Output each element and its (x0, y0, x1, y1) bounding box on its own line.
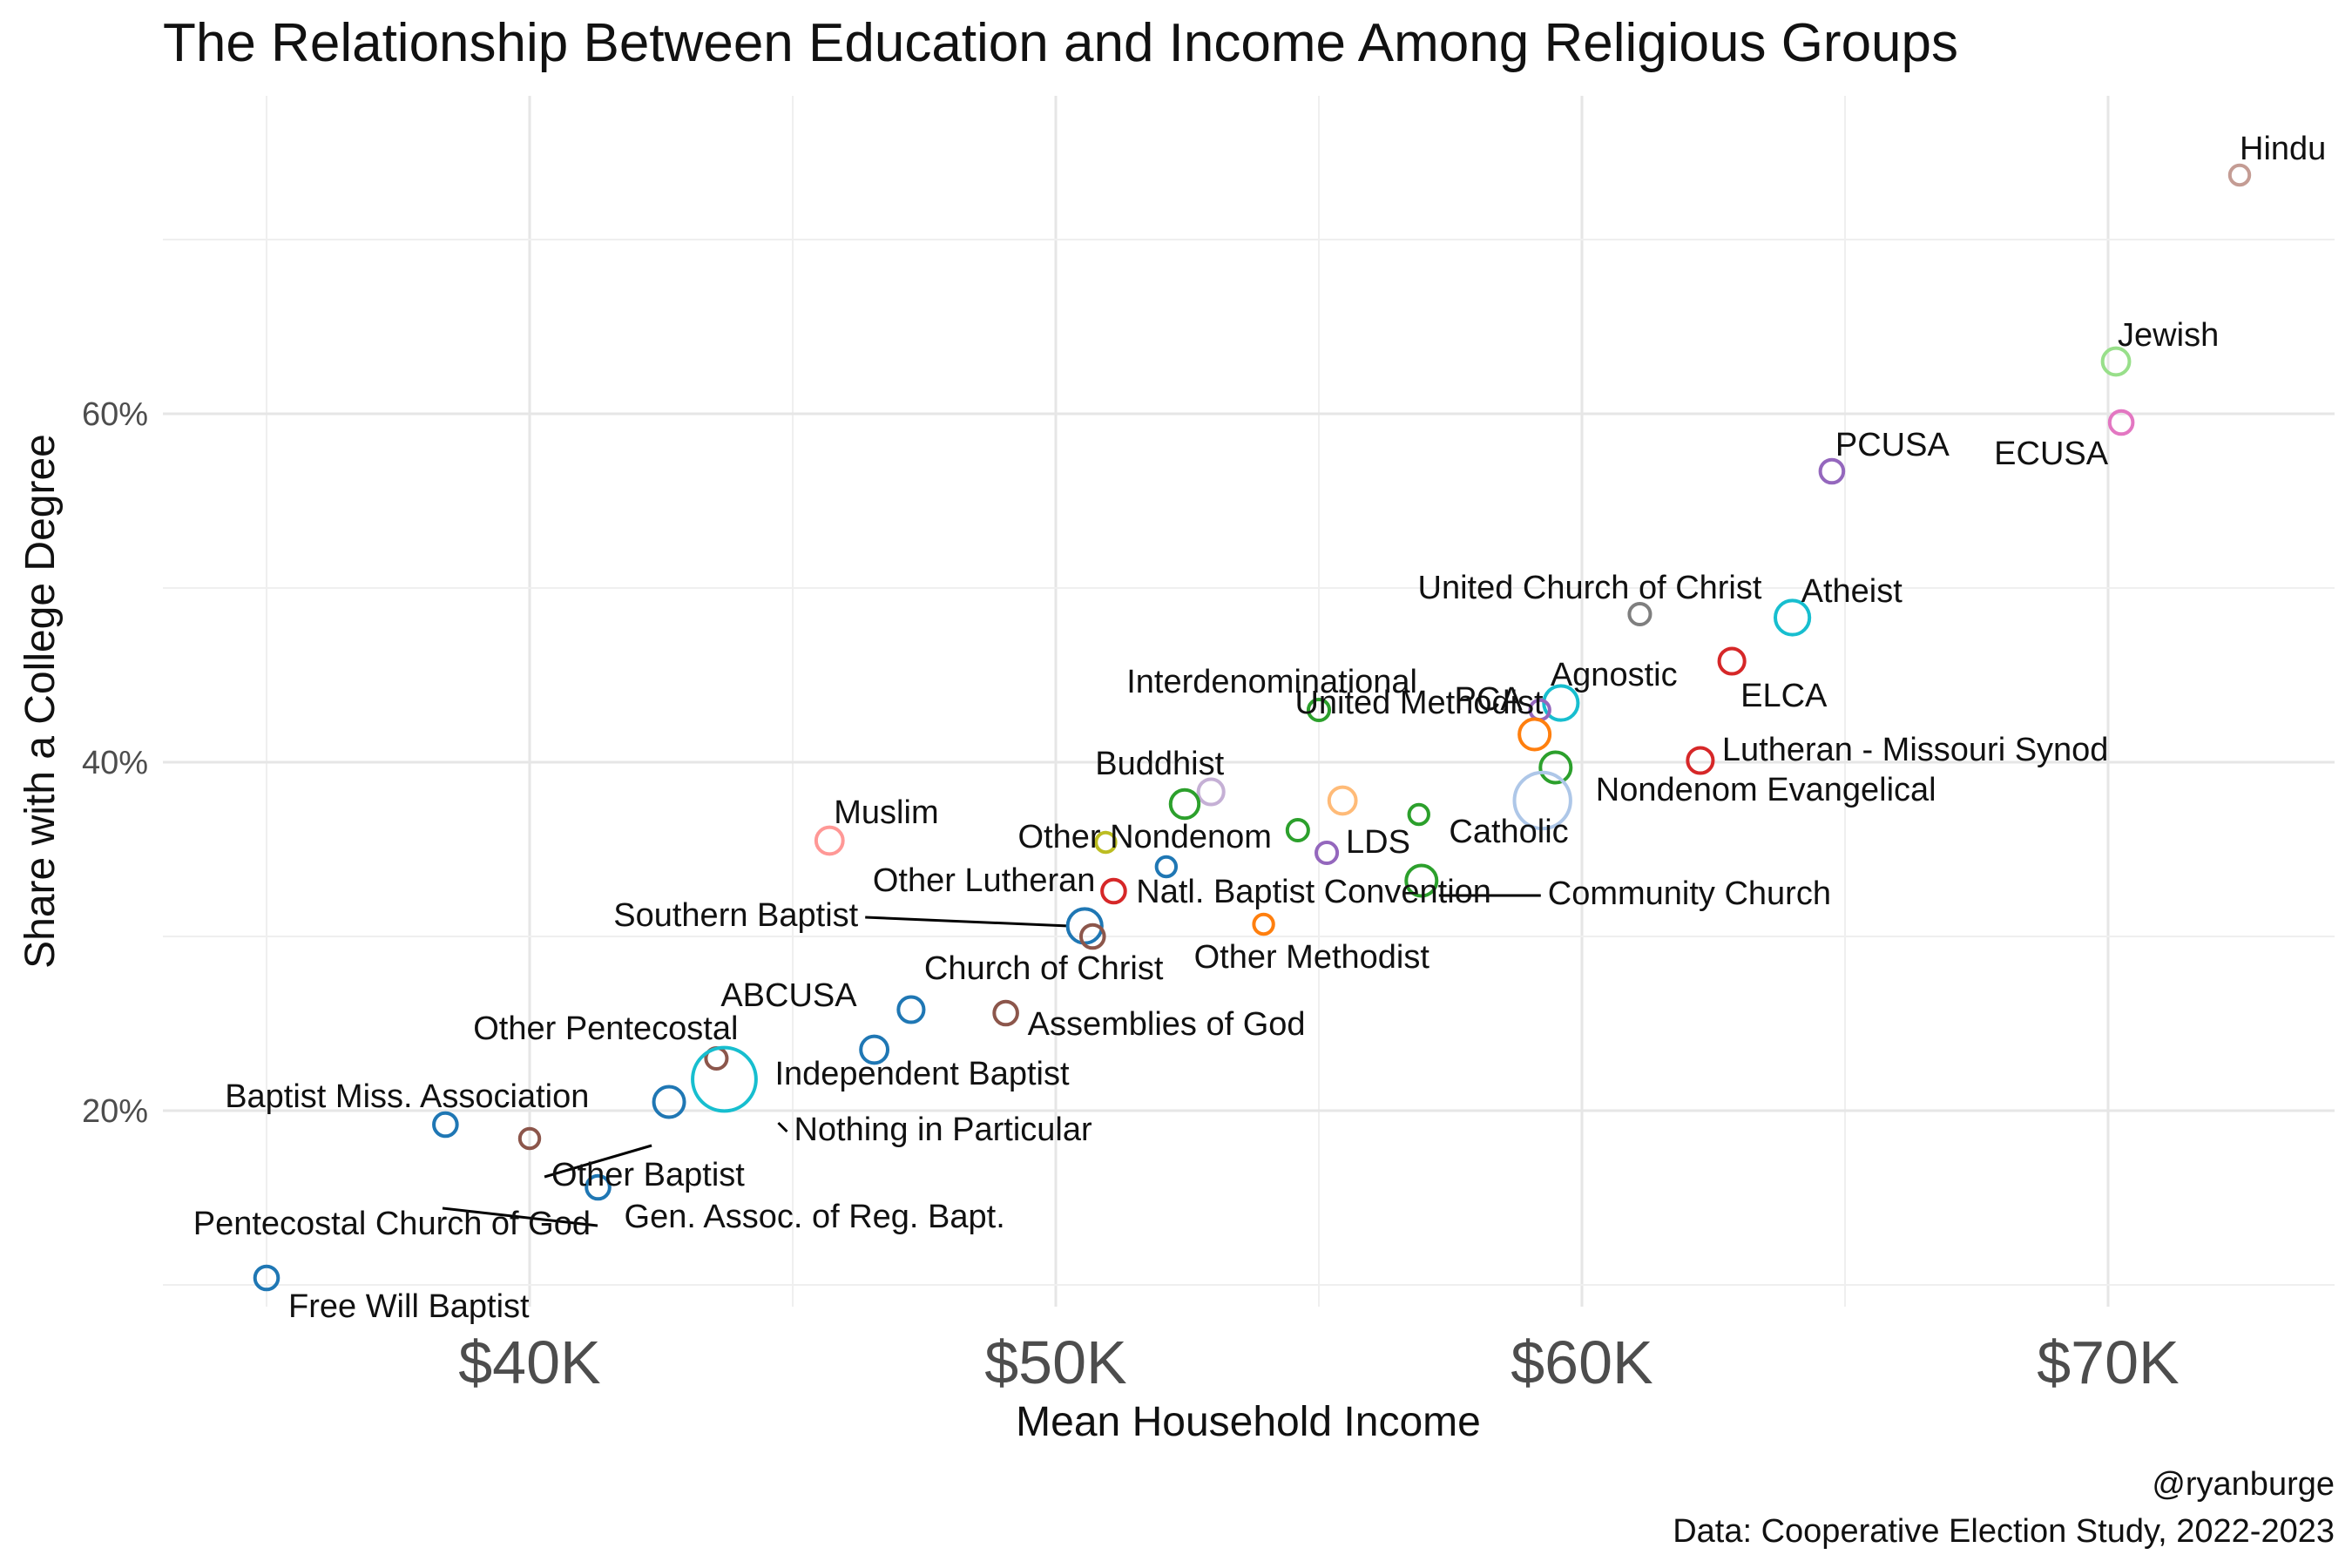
data-point (1818, 457, 1846, 485)
y-tick-label: 40% (82, 745, 148, 781)
data-point (1078, 923, 1106, 950)
x-axis-label: Mean Household Income (1016, 1399, 1481, 1445)
label-leader-line (442, 1206, 598, 1227)
point-label: Nothing in Particular (794, 1112, 1092, 1148)
point-label: United Methodist (1294, 685, 1544, 721)
data-point (1306, 697, 1332, 723)
data-point (691, 1045, 758, 1113)
point-label: Other Lutheran (873, 862, 1096, 899)
point-label: Pentecostal Church of God (193, 1206, 591, 1242)
point-label: Free Will Baptist (288, 1288, 530, 1325)
data-point (1168, 787, 1201, 821)
data-point (814, 825, 845, 856)
data-point (2100, 346, 2132, 377)
data-point (585, 1173, 612, 1201)
data-point (1717, 646, 1747, 676)
y-axis-ticks: 20% 40% 60% (82, 396, 148, 1130)
label-leader-line (544, 1144, 652, 1179)
data-point (2227, 163, 2252, 187)
data-point (1538, 750, 1573, 785)
data-point (859, 1034, 890, 1065)
y-axis-label: Share with a College Degree (17, 434, 64, 969)
data-point (1542, 684, 1580, 722)
point-label: ELCA (1740, 678, 1828, 714)
point-label: Atheist (1801, 573, 1903, 610)
y-tick-label: 60% (82, 396, 148, 433)
point-label: Assemblies of God (1028, 1006, 1306, 1043)
data-point (652, 1085, 686, 1119)
point-label: Buddhist (1095, 746, 1224, 782)
point-label: Nondenom Evangelical (1596, 772, 1936, 808)
point-label: Agnostic (1551, 657, 1678, 693)
data-point (1094, 830, 1118, 855)
point-label: Gen. Assoc. of Reg. Bapt. (625, 1199, 1005, 1235)
data-point (1196, 777, 1226, 807)
point-label: Jewish (2118, 317, 2219, 354)
data-point (517, 1126, 542, 1151)
point-label: Baptist Miss. Association (225, 1078, 589, 1115)
data-point (1517, 717, 1552, 752)
point-label: Southern Baptist (613, 897, 858, 934)
point-label: PCA (1455, 681, 1524, 718)
point-label: Other Methodist (1194, 939, 1430, 976)
label-leader-line (865, 916, 1070, 928)
gridlines (163, 96, 2335, 1307)
point-label: Natl. Baptist Convention (1136, 874, 1491, 910)
chart-title: The Relationship Between Education and I… (163, 13, 1958, 73)
point-label: Other Nondenom (1017, 819, 1272, 855)
data-point (1154, 855, 1179, 879)
point-label: ECUSA (1994, 436, 2109, 472)
point-label: United Church of Christ (1418, 570, 1762, 606)
data-point (1285, 817, 1310, 843)
data-point (253, 1264, 280, 1292)
data-point (432, 1111, 459, 1139)
data-point (2107, 409, 2135, 436)
point-labels: Hindu Jewish ECUSA PCUSA United Church of Ch… (193, 131, 2327, 1325)
point-label: Interdenominational (1126, 664, 1417, 700)
data-points (253, 163, 2252, 1292)
label-leader-lines (442, 894, 1541, 1227)
x-axis-ticks: $40K $50K $60K $70K (458, 1328, 2179, 1396)
label-leader-line (777, 1121, 788, 1133)
point-label: LDS (1346, 824, 1410, 861)
x-tick-label: $60K (1511, 1328, 1652, 1396)
point-label: Other Pentecostal (473, 1010, 738, 1047)
data-point (1774, 598, 1812, 637)
data-point (1407, 802, 1430, 827)
data-point (896, 995, 926, 1024)
data-point (1512, 770, 1572, 831)
point-label: PCUSA (1835, 427, 1950, 463)
x-tick-label: $40K (458, 1328, 600, 1396)
data-point (1327, 785, 1358, 816)
point-label: Hindu (2240, 131, 2326, 167)
credit-source: Data: Cooperative Election Study, 2022-2… (1673, 1513, 2335, 1550)
point-label: Other Baptist (551, 1157, 745, 1193)
y-tick-label: 20% (82, 1093, 148, 1130)
credit-handle: @ryanburge (2152, 1466, 2335, 1503)
data-point (992, 999, 1019, 1027)
data-point (1404, 863, 1439, 898)
point-label: Muslim (834, 794, 938, 831)
data-point (1686, 746, 1715, 775)
point-label: ABCUSA (720, 977, 857, 1014)
point-label: Independent Baptist (774, 1056, 1069, 1092)
data-point (1627, 601, 1652, 627)
data-point (1100, 877, 1127, 905)
point-label: Lutheran - Missouri Synod (1722, 732, 2109, 768)
x-tick-label: $70K (2037, 1328, 2179, 1396)
data-point (1252, 912, 1275, 936)
point-label: Community Church (1548, 875, 1831, 912)
x-tick-label: $50K (984, 1328, 1126, 1396)
point-label: Catholic (1449, 814, 1568, 850)
point-label: Church of Christ (924, 950, 1164, 987)
data-point (1315, 840, 1340, 866)
